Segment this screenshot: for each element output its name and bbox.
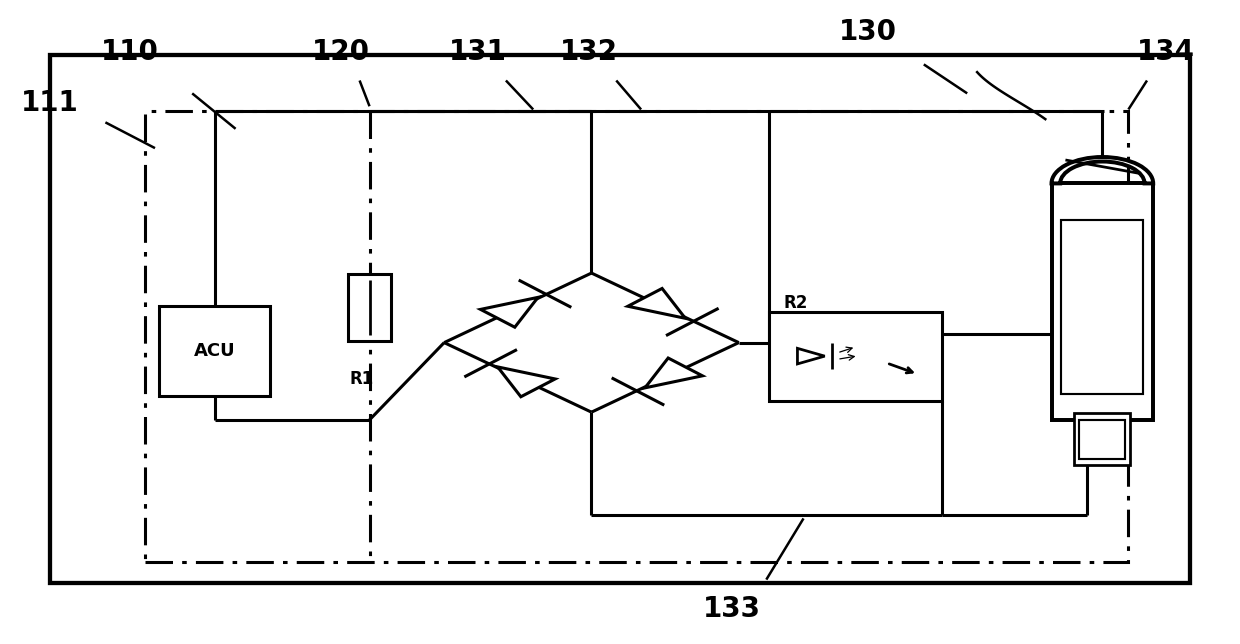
- Text: R1: R1: [350, 370, 374, 388]
- Text: 133: 133: [703, 594, 760, 623]
- Bar: [50, 55, 1190, 583]
- Text: 131: 131: [449, 37, 506, 66]
- Text: 130: 130: [839, 18, 897, 46]
- Polygon shape: [627, 289, 686, 318]
- Text: 120: 120: [312, 37, 370, 66]
- Polygon shape: [797, 348, 825, 364]
- Bar: [1052, 184, 1153, 420]
- Text: 134: 134: [1137, 37, 1194, 66]
- Text: 111: 111: [21, 89, 78, 117]
- Bar: [348, 274, 391, 341]
- Bar: [769, 312, 942, 401]
- Bar: [1074, 413, 1131, 465]
- Polygon shape: [481, 298, 538, 327]
- Wedge shape: [1052, 157, 1153, 184]
- Bar: [1079, 420, 1126, 459]
- Text: 132: 132: [560, 37, 618, 66]
- Bar: [159, 306, 270, 396]
- Polygon shape: [645, 358, 702, 388]
- Text: ACU: ACU: [193, 342, 236, 360]
- Text: 110: 110: [102, 37, 159, 66]
- Text: R2: R2: [784, 294, 808, 312]
- Bar: [770, 332, 822, 353]
- Bar: [1061, 220, 1143, 394]
- Bar: [145, 111, 1128, 562]
- Polygon shape: [497, 367, 556, 397]
